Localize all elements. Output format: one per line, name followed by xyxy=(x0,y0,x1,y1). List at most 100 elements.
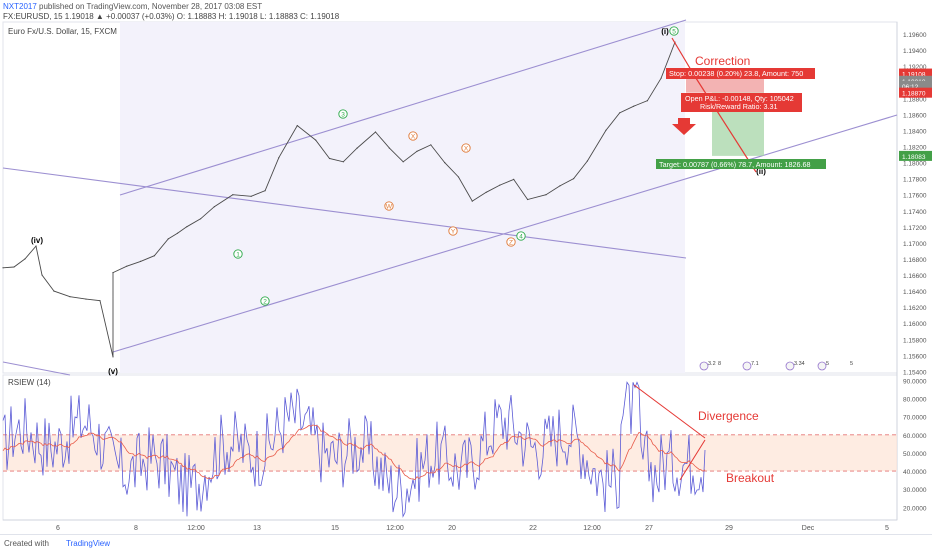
channel-lower-line[interactable] xyxy=(112,114,898,353)
event-badge-label: 7.1 xyxy=(751,361,759,367)
y-tick-label: 1.17400 xyxy=(903,209,927,216)
event-badge-label: 5 xyxy=(850,361,853,367)
price-point xyxy=(356,147,358,149)
wave-label: (i) xyxy=(661,27,669,36)
y-tick-label: 1.17800 xyxy=(903,177,927,184)
price-point xyxy=(573,178,575,180)
y-tick-label: 1.18800 xyxy=(903,96,927,103)
event-flag-icon[interactable] xyxy=(742,361,752,371)
x-tick-label: 8 xyxy=(134,525,138,532)
created-with-text: Created with xyxy=(4,539,49,548)
price-point xyxy=(69,296,71,298)
wave-label: 2 xyxy=(263,299,267,306)
price-point xyxy=(13,266,15,268)
price-badge-label: 1.18083 xyxy=(902,154,926,161)
price-point xyxy=(430,144,432,146)
rsi-pane-title: RSIEW (14) xyxy=(8,378,51,387)
chart-header: NXT2017 published on TradingView.com, No… xyxy=(0,0,932,22)
wave-label-circle xyxy=(260,296,270,306)
price-badge xyxy=(899,87,932,98)
price-point xyxy=(140,260,142,262)
price-point xyxy=(85,298,87,300)
price-point xyxy=(545,194,547,196)
price-point xyxy=(250,195,252,197)
price-point xyxy=(388,147,390,149)
price-point xyxy=(632,105,635,107)
wave-label-circle xyxy=(669,26,679,36)
y-tick-label: 1.19600 xyxy=(903,32,927,39)
price-point xyxy=(328,157,331,160)
stop-box[interactable] xyxy=(666,68,815,79)
x-tick-label: 12:00 xyxy=(583,525,601,532)
y-tick-label: 1.17600 xyxy=(903,193,927,200)
y-tick-label: 1.19400 xyxy=(903,48,927,55)
wave-label-circle xyxy=(408,131,418,141)
price-point xyxy=(444,162,446,164)
author-link[interactable]: NXT2017 xyxy=(3,2,37,11)
price-point xyxy=(374,131,377,133)
y-tick-label: 1.15800 xyxy=(903,337,927,344)
x-tick-label: 15 xyxy=(331,525,339,532)
price-point xyxy=(186,226,188,228)
y-tick-label: 1.19200 xyxy=(903,64,927,71)
price-point xyxy=(485,191,487,193)
wave-label: 3 xyxy=(341,112,345,119)
y-tick-label: 1.16200 xyxy=(903,305,927,312)
price-point xyxy=(278,157,280,159)
price-badge xyxy=(899,80,932,91)
y-tick-label: 1.18200 xyxy=(903,144,927,151)
event-badge-label: 3.2 xyxy=(708,361,716,367)
wave-label: 4 xyxy=(519,234,523,241)
wave-label: 5 xyxy=(672,29,676,36)
descending-line[interactable] xyxy=(2,167,687,259)
price-point xyxy=(619,112,621,114)
wave-label: W xyxy=(386,204,393,211)
rsi-series-line xyxy=(2,381,706,518)
y-tick-label: 1.15600 xyxy=(903,353,927,360)
price-badge xyxy=(899,150,932,161)
wave-label-circle xyxy=(338,109,348,119)
x-tick-label: 12:00 xyxy=(187,525,205,532)
event-flag-icon[interactable] xyxy=(785,361,795,371)
wave-label: 1 xyxy=(236,252,240,259)
projection-shade xyxy=(120,22,685,373)
price-point xyxy=(660,77,662,79)
price-point xyxy=(41,274,43,276)
rsi-y-tick-label: 40.0000 xyxy=(903,469,927,476)
wave-label-circle xyxy=(461,143,471,153)
tradingview-brand-link[interactable]: TradingView xyxy=(66,539,111,548)
x-tick-label: 12:00 xyxy=(386,525,404,532)
x-tick-label: 22 xyxy=(529,525,537,532)
open-text: Open P&L: -0.00148, Qty: 105042 xyxy=(685,94,794,103)
y-tick-label: 1.16400 xyxy=(903,289,927,296)
target-text: Target: 0.00787 (0.66%) 78.7, Amount: 18… xyxy=(659,160,810,169)
target-box[interactable] xyxy=(656,159,826,169)
channel-upper-line[interactable] xyxy=(119,19,687,196)
y-tick-label: 1.18600 xyxy=(903,112,927,119)
rsi-y-tick-label: 90.0000 xyxy=(903,378,927,385)
x-tick-label: 29 xyxy=(725,525,733,532)
rsi-y-tick-label: 60.0000 xyxy=(903,433,927,440)
price-series-line xyxy=(2,41,676,358)
wave-label-circle xyxy=(448,226,458,236)
rsi-y-tick-label: 80.0000 xyxy=(903,397,927,404)
rsi-ma-line xyxy=(2,424,706,481)
y-tick-label: 1.18400 xyxy=(903,128,927,135)
price-point xyxy=(402,161,404,163)
price-point xyxy=(296,125,298,127)
stop-text: Stop: 0.00238 (0.20%) 23.8, Amount: 750 xyxy=(669,69,803,78)
price-point xyxy=(499,184,501,186)
price-point xyxy=(35,245,37,247)
price-point xyxy=(605,129,607,131)
price-point xyxy=(126,265,128,267)
event-flag-icon[interactable] xyxy=(699,361,709,371)
wave-label-circle xyxy=(516,231,526,241)
event-flag-icon[interactable] xyxy=(817,361,827,371)
divergence-trendline xyxy=(633,384,706,439)
open-box[interactable] xyxy=(681,93,802,112)
wave-label: (ii) xyxy=(756,167,766,176)
publish-info: published on TradingView.com, November 2… xyxy=(39,2,263,11)
price-point xyxy=(53,290,55,292)
price-point xyxy=(559,185,561,187)
